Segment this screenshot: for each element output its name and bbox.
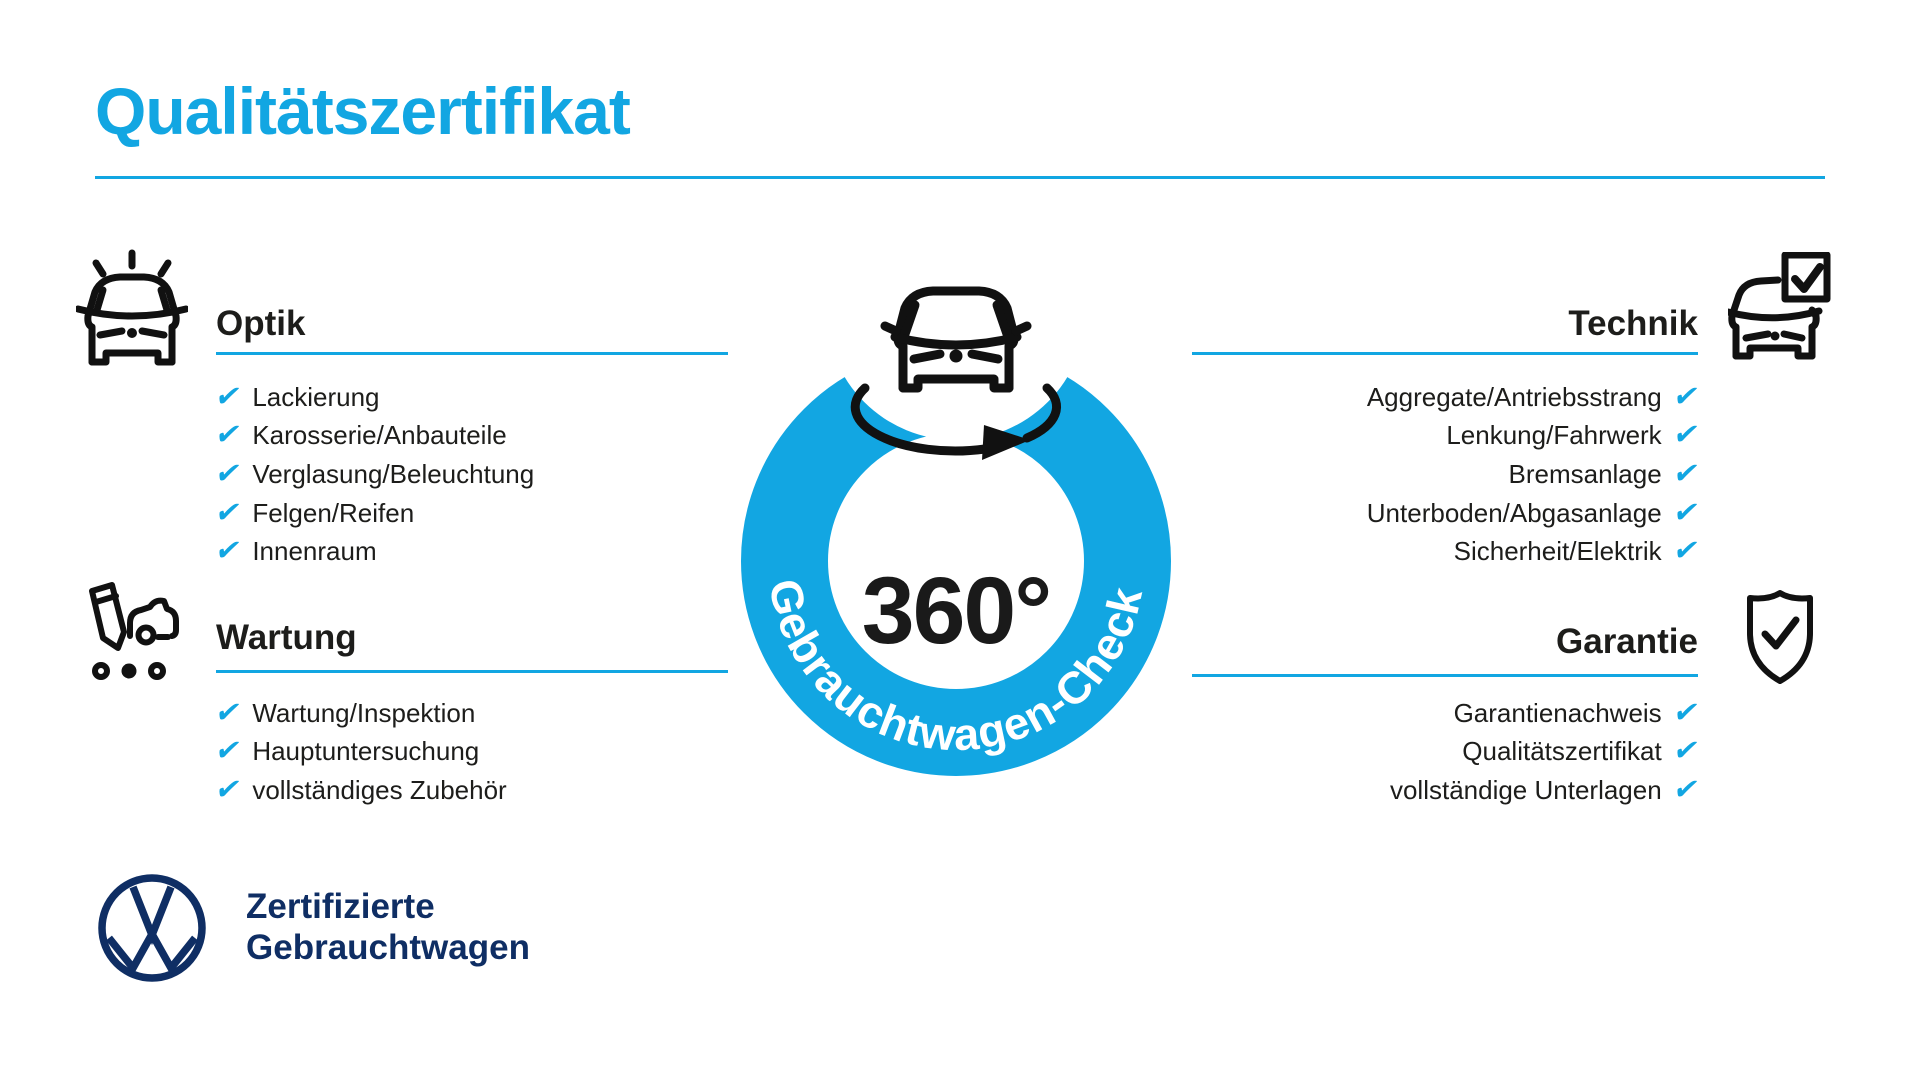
section-wartung-checklist: ✔ Wartung/Inspektion ✔ Hauptuntersuchung ✔ vo… (213, 694, 728, 810)
checklist-item-label: Hauptuntersuchung (252, 736, 480, 767)
check-icon: ✔ (212, 419, 244, 452)
checklist-item-label: Unterboden/Abgasanlage (1366, 497, 1662, 528)
checklist-item: Qualitätszertifikat ✔ (1192, 733, 1701, 772)
page-title: Qualitätszertifikat (95, 74, 631, 148)
360-check-badge: Gebrauchtwagen-Check 360° (700, 215, 1220, 795)
checklist-item-label: Lackierung (252, 381, 380, 412)
section-wartung-title: Wartung (216, 618, 357, 657)
checklist-item: ✔ Innenraum (213, 532, 728, 571)
check-icon: ✔ (212, 535, 244, 568)
check-icon: ✔ (212, 735, 244, 768)
check-icon: ✔ (1670, 535, 1702, 568)
checklist-item-label: Sicherheit/Elektrik (1453, 536, 1662, 567)
ring-notch (826, 215, 1086, 440)
check-icon: ✔ (1670, 496, 1702, 529)
check-icon: ✔ (212, 457, 244, 490)
vw-logo (95, 871, 209, 985)
brand-wordmark: Zertifizierte Gebrauchtwagen (246, 886, 530, 968)
checklist-item: ✔ Lackierung (213, 378, 728, 417)
checklist-item-label: Qualitätszertifikat (1462, 736, 1662, 767)
section-optik-divider (216, 352, 728, 355)
checklist-item: ✔ Verglasung/Beleuchtung (213, 455, 728, 494)
check-icon: ✔ (212, 773, 244, 806)
degree-label: 360° (862, 558, 1051, 664)
checklist-item: vollständige Unterlagen ✔ (1192, 771, 1702, 810)
check-icon: ✔ (1670, 735, 1702, 768)
checklist-item: Garantienachweis ✔ (1192, 694, 1702, 733)
title-divider (95, 176, 1825, 179)
check-icon: ✔ (1670, 773, 1702, 806)
check-icon: ✔ (1670, 457, 1702, 490)
checklist-item-label: Felgen/Reifen (252, 497, 415, 528)
brand-line-2: Gebrauchtwagen (246, 928, 530, 967)
checklist-item-label: Wartung/Inspektion (252, 697, 476, 728)
checklist-item-label: Karosserie/Anbauteile (252, 420, 507, 451)
section-technik-title: Technik (1568, 304, 1698, 343)
section-technik-divider (1192, 352, 1698, 355)
checklist-item-label: Aggregate/Antriebsstrang (1366, 381, 1662, 412)
checklist-item-label: Garantienachweis (1453, 697, 1662, 728)
section-garantie-title: Garantie (1556, 622, 1698, 661)
checklist-item: ✔ Hauptuntersuchung (213, 733, 728, 772)
section-technik-checklist: Aggregate/Antriebsstrang ✔ Lenkung/Fahrwer… (1192, 378, 1702, 571)
check-icon: ✔ (1670, 419, 1702, 452)
section-wartung-divider (216, 670, 728, 673)
shield-check-icon (1744, 588, 1816, 686)
checklist-item: ✔ Karosserie/Anbauteile (213, 417, 728, 456)
check-icon: ✔ (212, 496, 244, 529)
checklist-item: Bremsanlage ✔ (1192, 455, 1701, 494)
checklist-item: ✔ Wartung/Inspektion (213, 694, 728, 733)
check-icon: ✔ (1670, 696, 1702, 729)
car-checklist-icon (1728, 252, 1832, 362)
checklist-item: ✔ vollständiges Zubehör (213, 771, 728, 810)
section-optik-title: Optik (216, 304, 306, 343)
checklist-item-label: vollständiges Zubehör (252, 774, 507, 805)
section-garantie-divider (1192, 674, 1698, 677)
check-icon: ✔ (1670, 380, 1702, 413)
checklist-item: Lenkung/Fahrwerk ✔ (1192, 417, 1701, 456)
checklist-item-label: Innenraum (252, 536, 377, 567)
checklist-item-label: Verglasung/Beleuchtung (252, 458, 535, 489)
checklist-item: Sicherheit/Elektrik ✔ (1192, 532, 1702, 571)
checklist-item: Aggregate/Antriebsstrang ✔ (1192, 378, 1702, 417)
check-icon: ✔ (212, 696, 244, 729)
brand-line-1: Zertifizierte (246, 887, 435, 926)
rotation-arrow-icon (850, 383, 1062, 460)
section-garantie-checklist: Garantienachweis ✔ Qualitätszertifikat ✔ vol… (1192, 694, 1702, 810)
section-optik-checklist: ✔ Lackierung ✔ Karosserie/Anbauteile ✔ Vergla… (213, 378, 728, 571)
checklist-item-label: Lenkung/Fahrwerk (1446, 420, 1662, 451)
checklist-item: ✔ Felgen/Reifen (213, 494, 728, 533)
car-front-icon (880, 286, 1032, 393)
service-record-icon (84, 578, 180, 682)
check-icon: ✔ (212, 380, 244, 413)
checklist-item: Unterboden/Abgasanlage ✔ (1192, 494, 1702, 533)
checklist-item-label: Bremsanlage (1508, 458, 1662, 489)
shiny-car-icon (76, 246, 188, 368)
checklist-item-label: vollständige Unterlagen (1389, 774, 1662, 805)
